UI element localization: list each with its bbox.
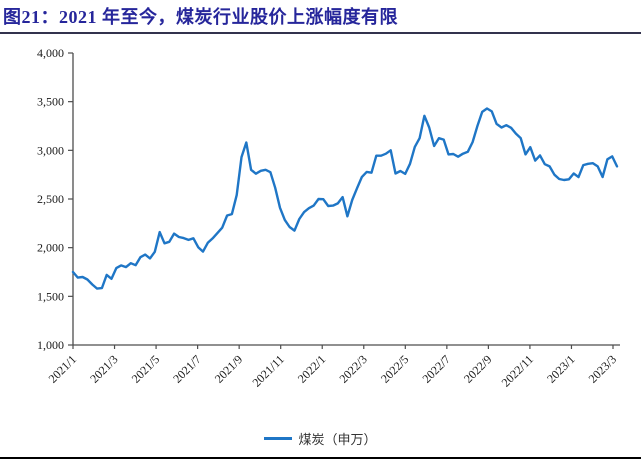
y-tick-label: 2,000	[37, 241, 64, 255]
line-chart-svg: 1,000 1,500 2,000 2,500 3,000 3,500 4,000 2021/…	[37, 46, 620, 390]
x-tick-label: 2022/9	[461, 352, 494, 385]
figure-bottom-border	[0, 457, 641, 459]
legend-label: 煤炭（申万）	[298, 432, 377, 447]
x-tick-label: 2023/1	[544, 352, 577, 385]
x-tick-label: 2022/3	[336, 352, 369, 385]
price-line	[71, 107, 619, 290]
x-tick-label: 2022/7	[419, 352, 452, 385]
y-tick-label: 2,500	[37, 192, 64, 206]
y-tick-label: 3,500	[37, 95, 64, 109]
x-tick-label: 2021/7	[170, 352, 203, 385]
chart-legend: 煤炭（申万）	[0, 429, 641, 448]
x-tick-label: 2022/1	[295, 352, 328, 385]
x-tick-label: 2021/11	[249, 352, 286, 389]
y-tick-label: 4,000	[37, 46, 64, 60]
x-tick-label: 2022/11	[499, 352, 536, 389]
x-tick-label: 2021/9	[212, 352, 245, 385]
y-tick-label: 1,000	[37, 338, 64, 352]
x-tick-label: 2021/5	[129, 352, 162, 385]
y-tick-label: 1,500	[37, 289, 64, 303]
x-tick-label: 2023/3	[586, 352, 619, 385]
legend-line-marker	[264, 437, 293, 440]
figure-title: 图21：2021 年至今，煤炭行业股价上涨幅度有限	[3, 7, 398, 27]
x-tick-label: 2022/5	[378, 352, 411, 385]
x-tick-label: 2021/3	[87, 352, 120, 385]
x-tick-label: 2021/1	[46, 352, 79, 385]
title-divider	[0, 32, 641, 34]
y-tick-label: 3,000	[37, 143, 64, 157]
